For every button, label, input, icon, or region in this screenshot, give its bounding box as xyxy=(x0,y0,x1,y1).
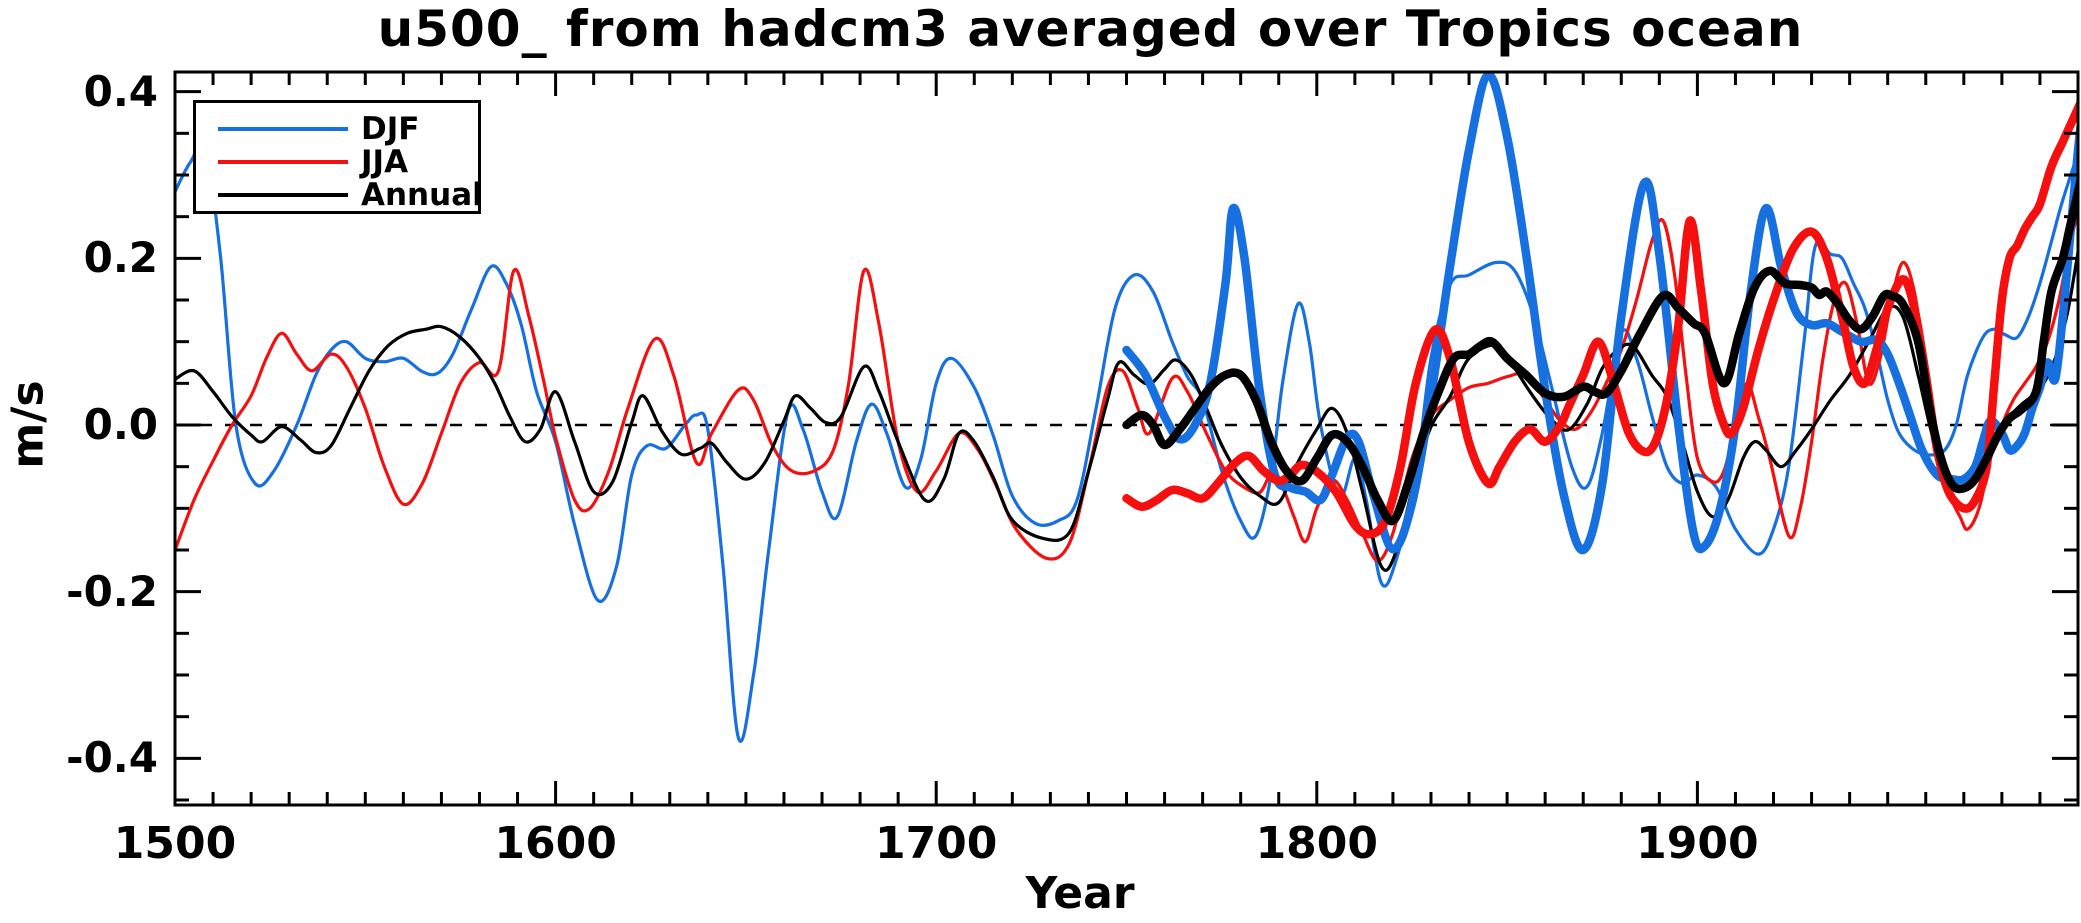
y-tick-label: -0.2 xyxy=(66,566,158,616)
legend-label: DJF xyxy=(361,111,420,147)
y-tick-label: 0.4 xyxy=(83,66,158,116)
legend-item-jja: JJA xyxy=(196,144,478,180)
legend-label: JJA xyxy=(361,144,409,180)
legend: DJF JJA Annual xyxy=(193,100,483,214)
legend-line-swatch xyxy=(218,127,348,131)
x-axis-title: Year xyxy=(1025,868,1135,919)
x-tick-label: 1500 xyxy=(113,818,237,869)
legend-item-djf: DJF xyxy=(196,111,478,147)
x-tick-label: 1700 xyxy=(874,818,998,869)
data-curves xyxy=(175,72,2078,743)
y-tick-label: 0.0 xyxy=(83,400,158,449)
y-tick-label: 0.2 xyxy=(83,233,158,283)
series-jja-smoothed xyxy=(1122,98,2078,539)
chart-title: u500_ from hadcm3 averaged over Tropics … xyxy=(377,0,1804,58)
series-annual xyxy=(175,242,2078,572)
x-tick-label: 1900 xyxy=(1636,818,1759,869)
series-djf xyxy=(175,142,2078,743)
legend-item-annual: Annual xyxy=(196,177,483,213)
x-tick-label: 1800 xyxy=(1255,818,1379,869)
series-annual-smoothed xyxy=(1122,173,2078,526)
legend-label: Annual xyxy=(361,177,483,213)
y-tick-label: -0.4 xyxy=(66,733,158,783)
legend-line-swatch xyxy=(218,160,348,164)
legend-line-swatch xyxy=(218,193,348,197)
x-tick-label: 1600 xyxy=(494,818,617,869)
